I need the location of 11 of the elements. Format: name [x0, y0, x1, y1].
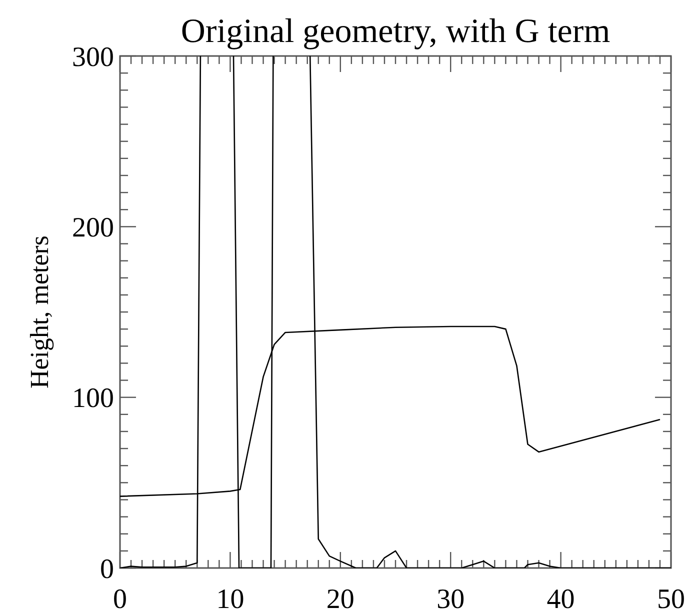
y-axis-title: Height, meters	[25, 235, 54, 389]
y-tick-label: 100	[72, 383, 114, 414]
x-tick-label: 40	[546, 584, 575, 615]
y-tick-label: 0	[100, 554, 114, 585]
y-tick-label: 300	[72, 42, 114, 73]
x-tick-label: 20	[326, 584, 354, 615]
y-tick-label: 200	[72, 212, 114, 244]
chart-title: Original geometry, with G term	[180, 13, 610, 50]
x-tick-label: 50	[657, 584, 685, 615]
x-tick-label: 10	[216, 584, 244, 615]
x-tick-label: 30	[436, 584, 465, 615]
